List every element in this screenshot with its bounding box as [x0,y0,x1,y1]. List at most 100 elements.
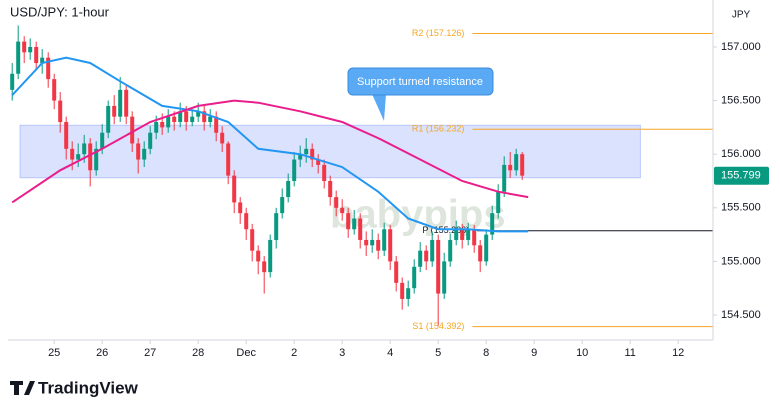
x-tick-label: 25 [48,347,60,359]
candle-body [346,213,351,230]
moving-average [11,99,529,204]
candle-body [202,111,207,123]
candle-body [514,154,519,171]
candle-body [370,239,375,246]
candle-body [124,89,129,117]
candle-body [406,288,411,299]
candle-body [70,148,75,160]
currency-label: JPY [732,10,751,21]
candle-body [112,105,117,117]
candle-body [298,154,303,160]
candle-body [388,229,393,262]
x-tick-label: 2 [291,347,297,359]
annotation-text: Support turned resistance [357,76,483,88]
candle-body [136,143,141,160]
candle-body [268,239,273,273]
x-tick-label: 8 [483,347,489,359]
candle-body [166,116,171,128]
candle-body [280,197,285,214]
candle-body [484,234,489,262]
candle-body [424,250,429,262]
candle-body [196,111,201,117]
x-tick-label: 27 [144,347,156,359]
last-price-tag [714,166,769,185]
candle-body [448,239,453,262]
candle-body [412,266,417,289]
candle-body [58,100,63,123]
brand-logo: TradingView [10,378,139,397]
candle-body [256,250,261,262]
y-tick-label: 156.000 [721,148,761,160]
candle-body [172,116,177,123]
candle-body [340,207,345,214]
candle-body [34,46,39,64]
candle-body [442,261,447,294]
candle-body [28,46,33,53]
annotation-box [347,67,494,96]
candle-body [244,213,249,230]
candle-body [478,245,483,262]
x-tick-label: 3 [339,347,345,359]
candle-body [250,229,255,251]
candle-body [220,132,225,144]
brand-name: TradingView [38,378,139,397]
candle-body [352,218,357,230]
candle-body [64,122,69,149]
candle-body [184,111,189,123]
x-tick-label: Dec [236,347,256,359]
candle-body [472,229,477,246]
candle-body [292,159,297,181]
candle-body [10,73,15,90]
candle-body [208,116,213,123]
candle-body [142,148,147,160]
y-tick-label: 154.500 [721,309,761,321]
candle-body [226,143,231,176]
pivot-label: R1 (156.232) [412,124,465,134]
candle-body [232,175,237,203]
resistance-zone [19,124,641,179]
candle-body [322,164,327,181]
annotation-pointer [372,94,386,121]
candle-body [328,180,333,198]
candle-body [88,143,93,171]
x-tick-label: 26 [96,347,108,359]
candle-body [118,89,123,117]
candle-body [160,122,165,128]
x-tick-label: 28 [192,347,204,359]
candle-body [46,57,51,80]
candle-body [238,202,243,214]
x-tick-label: 11 [624,347,635,359]
y-tick-label: 156.500 [721,94,761,106]
x-tick-label: 4 [387,347,393,359]
candle-body [454,229,459,240]
candle-body [490,213,495,235]
candle-body [178,111,183,123]
candle-body [496,191,501,214]
y-tick-label: 155.000 [721,255,761,267]
candle-body [94,148,99,171]
candle-body [148,132,153,149]
candle-body [310,148,315,160]
last-price-label: 155.799 [721,170,761,182]
candle-body [430,239,435,262]
pivot-label: S1 (154.392) [412,321,464,331]
candle-body [40,57,45,64]
candle-body [358,218,363,240]
x-tick-label: 5 [435,347,441,359]
candle-body [520,154,525,176]
x-tick-label: 10 [576,347,588,359]
candle-body [364,239,369,246]
candle-body [76,154,81,160]
candle-body [274,213,279,240]
candle-body [376,239,381,251]
candle-body [286,180,291,198]
candle-body [460,229,465,240]
candle-body [466,229,471,240]
candle-body [214,116,219,133]
candle-body [16,41,21,74]
candle-body [334,197,339,208]
candle-body [52,79,57,101]
candle-body [106,105,111,133]
candle-body [82,143,87,155]
